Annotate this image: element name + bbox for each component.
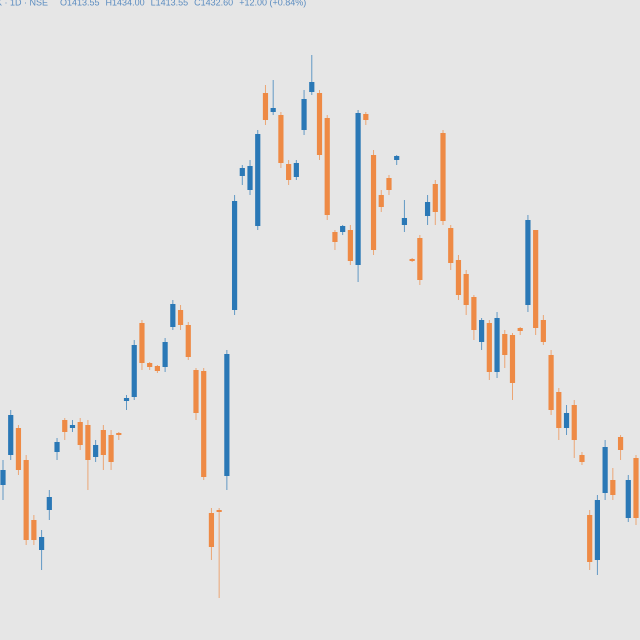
candle-body	[216, 510, 222, 512]
candle-body	[463, 274, 469, 305]
candle-body	[486, 323, 492, 372]
candle-body	[548, 355, 554, 410]
candle-body	[15, 428, 22, 470]
candle-body	[424, 202, 431, 216]
candle-body	[316, 93, 323, 155]
candle-body	[517, 328, 523, 331]
candle-body	[0, 470, 6, 485]
candle-body	[370, 155, 377, 250]
candle-body	[38, 537, 45, 550]
candle-body	[401, 218, 408, 225]
candle-body	[309, 82, 315, 92]
candle-body	[208, 513, 215, 547]
candle-body	[31, 520, 37, 540]
candle-body	[440, 133, 446, 221]
ohlc-value: C1432.60	[194, 0, 233, 7]
candle-body	[231, 201, 238, 310]
candle-body	[579, 455, 585, 462]
candle-body	[571, 405, 577, 440]
candle-body	[386, 178, 392, 190]
candle-body	[509, 335, 516, 383]
candle-body	[224, 354, 230, 476]
candle-body	[355, 113, 361, 265]
candle-body	[62, 420, 68, 432]
candle-body	[340, 226, 346, 232]
candle-body	[77, 422, 83, 445]
candle-body	[286, 164, 292, 180]
candle-body	[193, 370, 199, 413]
candle-body	[23, 460, 29, 540]
candle-body	[471, 297, 477, 330]
symbol-title: K · 1D · NSE	[0, 0, 48, 7]
candle-body	[100, 430, 106, 455]
candle-body	[301, 99, 307, 130]
candle-body	[602, 447, 608, 493]
candle-body	[162, 342, 168, 367]
candle-body	[46, 497, 52, 510]
candle-body	[556, 392, 562, 428]
candle-body	[625, 480, 631, 518]
candle-body	[409, 259, 415, 261]
candle-body	[533, 230, 539, 328]
ohlc-value: H1434.00	[106, 0, 145, 7]
ohlc-value: L1413.55	[151, 0, 189, 7]
candle-body	[293, 163, 299, 177]
candle-body	[502, 334, 508, 355]
candle-body	[123, 398, 130, 401]
ohlc-value: O1413.55	[60, 0, 100, 7]
candle-body	[617, 437, 624, 450]
candle-body	[255, 134, 261, 226]
candle-body	[247, 166, 253, 190]
candle-body	[378, 195, 384, 207]
candle-body	[54, 442, 60, 452]
candle-body	[93, 445, 99, 457]
candle-body	[563, 413, 570, 428]
candle-body	[239, 168, 245, 176]
candle-body	[633, 458, 639, 518]
candle-body	[85, 425, 91, 460]
candle-body	[131, 345, 137, 397]
candle-body	[594, 500, 601, 560]
candle-body	[8, 415, 14, 455]
candle-body	[417, 238, 423, 280]
candle-body	[363, 114, 369, 120]
candle-body	[587, 515, 593, 562]
candle-body	[610, 480, 616, 495]
candle-body	[525, 220, 531, 305]
candle-body	[147, 363, 153, 367]
candle-body	[139, 323, 145, 363]
candle-body	[154, 366, 160, 371]
candle-body	[494, 318, 500, 372]
candle-body	[432, 184, 438, 212]
candle-body	[201, 371, 207, 477]
candle-body	[479, 320, 485, 342]
candle-body	[332, 232, 338, 242]
candle-body	[448, 228, 454, 263]
candle-body	[455, 260, 462, 295]
candle-body	[270, 108, 276, 112]
candle-body	[185, 325, 191, 357]
candle-body	[347, 230, 353, 261]
candle-body	[108, 435, 114, 462]
candle-body	[324, 118, 330, 215]
candle-body	[540, 320, 546, 342]
candle-body	[69, 425, 76, 428]
candle-body	[170, 304, 176, 327]
candle-body	[278, 115, 284, 163]
candle-body	[116, 433, 122, 435]
candle-body	[262, 93, 269, 120]
candle-body	[394, 156, 400, 160]
ohlc-value: +12.00 (+0.84%)	[239, 0, 306, 7]
candle-body	[177, 310, 184, 325]
